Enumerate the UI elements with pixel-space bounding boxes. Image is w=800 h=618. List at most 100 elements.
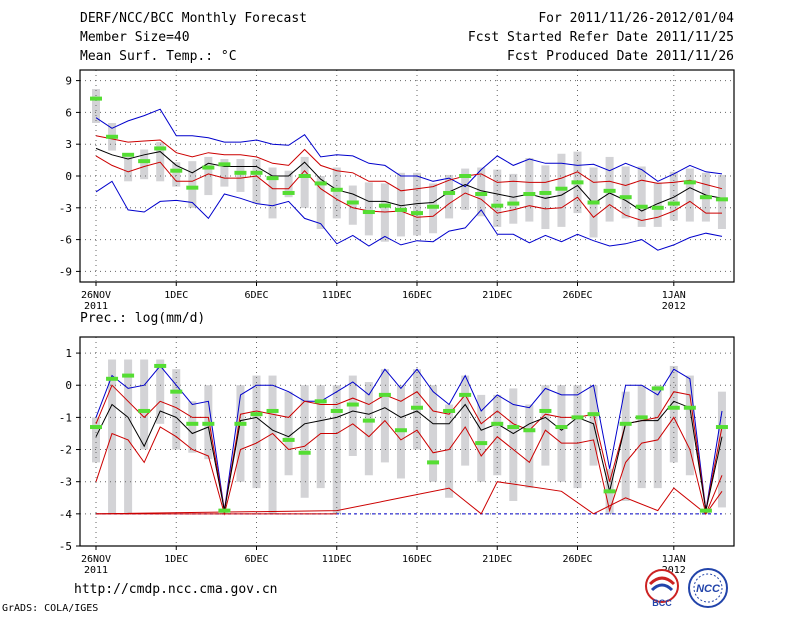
observation-mark xyxy=(90,425,102,430)
observation-mark xyxy=(362,210,375,215)
ensemble-box xyxy=(252,375,261,489)
source-url[interactable]: http://cmdp.ncc.cma.gov.cn xyxy=(74,582,278,597)
observation-mark xyxy=(571,415,584,420)
ensemble-box xyxy=(252,159,261,204)
series-upper-line xyxy=(95,135,723,192)
ensemble-box xyxy=(284,391,293,476)
observation-mark xyxy=(282,190,295,195)
series-min-spread-line xyxy=(95,481,723,515)
observation-mark xyxy=(346,402,359,407)
ensemble-box xyxy=(172,369,181,450)
observation-mark xyxy=(170,168,183,173)
observation-mark xyxy=(555,186,568,191)
y-tick-label: 9 xyxy=(65,75,72,88)
observation-mark xyxy=(138,159,151,164)
x-tick-label: 11DEC xyxy=(322,554,352,565)
observation-mark xyxy=(667,201,680,206)
fcst-produced-date: Fcst Produced Date 2011/11/26 xyxy=(507,49,734,64)
ensemble-box xyxy=(236,385,245,482)
x-tick-sublabel: 2011 xyxy=(84,565,108,576)
observation-mark xyxy=(250,170,263,175)
ensemble-box xyxy=(445,404,454,498)
ensemble-box xyxy=(653,182,662,227)
observation-mark xyxy=(298,450,311,455)
observation-mark xyxy=(202,165,215,170)
observation-mark xyxy=(443,408,456,413)
observation-mark xyxy=(539,190,552,195)
observation-mark xyxy=(411,211,423,216)
ensemble-box xyxy=(140,359,149,450)
x-tick-label: 1DEC xyxy=(164,290,188,301)
ensemble-box xyxy=(92,89,100,123)
x-tick-label: 16DEC xyxy=(402,554,432,565)
observation-mark xyxy=(603,188,616,193)
ensemble-box xyxy=(525,157,534,222)
ensemble-box xyxy=(445,174,454,219)
y-tick-label: -9 xyxy=(59,265,72,278)
observation-mark xyxy=(699,508,712,513)
y-tick-label: -1 xyxy=(59,411,72,424)
observation-mark xyxy=(154,146,167,151)
ensemble-box xyxy=(541,385,550,466)
observation-mark xyxy=(394,428,407,433)
variable-temp-label: Mean Surf. Temp.: °C xyxy=(80,49,237,64)
ensemble-box xyxy=(124,156,133,182)
ensemble-box xyxy=(477,167,486,217)
observation-mark xyxy=(266,408,279,413)
ensemble-box xyxy=(156,359,165,424)
observation-mark xyxy=(378,392,391,397)
x-tick-label: 1JAN xyxy=(662,554,686,565)
observation-mark xyxy=(90,96,102,101)
x-tick-label: 6DEC xyxy=(244,554,268,565)
observation-mark xyxy=(475,192,488,197)
x-tick-label: 16DEC xyxy=(402,290,432,301)
x-tick-label: 21DEC xyxy=(482,554,512,565)
series-mean-line xyxy=(95,147,723,212)
observation-mark xyxy=(362,418,375,423)
observation-mark xyxy=(154,363,167,368)
ensemble-box xyxy=(268,167,277,219)
ensemble-box xyxy=(685,375,694,476)
ensemble-box xyxy=(220,159,229,187)
series-lower-line xyxy=(95,155,722,222)
observation-mark xyxy=(491,203,504,208)
observation-mark xyxy=(427,460,440,465)
x-tick-label: 26DEC xyxy=(562,290,592,301)
x-tick-label: 6DEC xyxy=(244,290,268,301)
member-size: Member Size=40 xyxy=(80,30,190,45)
ensemble-box xyxy=(669,365,678,463)
observation-mark xyxy=(298,174,311,178)
ensemble-box xyxy=(509,388,518,501)
observation-mark xyxy=(106,134,119,139)
y-tick-label: -2 xyxy=(59,444,72,457)
observation-mark xyxy=(330,187,343,192)
observation-mark xyxy=(250,412,263,417)
series-max-line xyxy=(95,108,723,188)
observation-mark xyxy=(683,180,696,185)
observation-mark xyxy=(122,373,135,378)
ensemble-box xyxy=(92,417,100,463)
forecast-period: For 2011/11/26-2012/01/04 xyxy=(538,11,734,26)
ensemble-box xyxy=(348,375,357,456)
series-max-line xyxy=(95,365,723,511)
y-tick-label: 6 xyxy=(65,106,72,119)
observation-mark xyxy=(122,152,135,157)
observation-mark xyxy=(571,180,584,185)
y-tick-label: -5 xyxy=(59,540,72,553)
observation-mark xyxy=(346,200,359,205)
ensemble-box xyxy=(380,183,389,242)
y-tick-label: 3 xyxy=(65,138,72,151)
ensemble-box xyxy=(461,168,470,210)
ensemble-box xyxy=(348,185,357,225)
observation-mark xyxy=(699,195,712,200)
observation-mark xyxy=(282,437,295,442)
ensemble-box xyxy=(204,156,213,196)
observation-mark xyxy=(459,174,472,178)
observation-mark xyxy=(587,412,600,417)
observation-mark xyxy=(683,405,696,410)
ensemble-box xyxy=(685,168,694,222)
observation-mark xyxy=(507,425,520,430)
observation-mark xyxy=(378,203,391,208)
